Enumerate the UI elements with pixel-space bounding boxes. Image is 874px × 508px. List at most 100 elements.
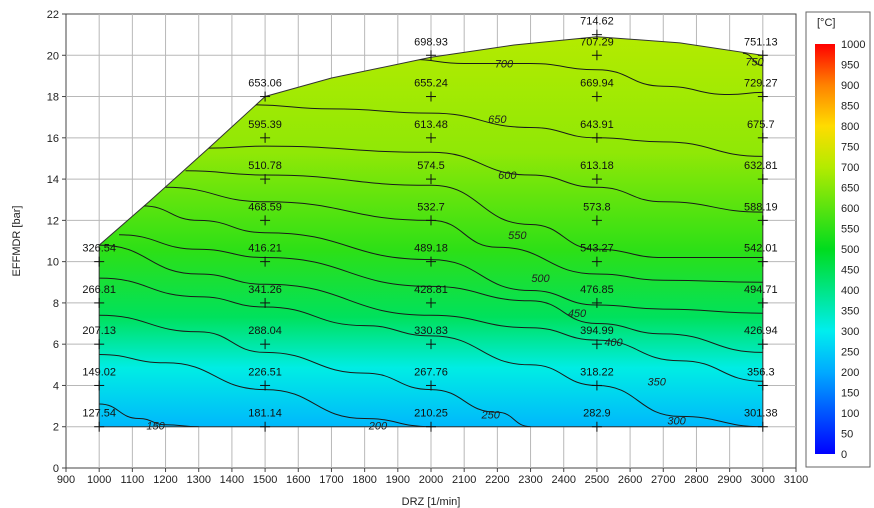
data-point: 573.8 bbox=[583, 201, 611, 226]
point-value-label: 613.48 bbox=[414, 119, 448, 131]
x-tick-label: 2400 bbox=[551, 474, 575, 486]
x-tick-label: 2000 bbox=[419, 474, 443, 486]
point-value-label: 428.81 bbox=[414, 284, 448, 296]
x-tick-label: 1000 bbox=[87, 474, 111, 486]
data-point: 595.39 bbox=[248, 119, 282, 143]
data-point: 428.81 bbox=[414, 284, 448, 308]
point-value-label: 210.25 bbox=[414, 408, 448, 420]
data-point: 341.26 bbox=[248, 284, 282, 308]
point-value-label: 655.24 bbox=[414, 78, 448, 90]
x-tick-label: 2100 bbox=[452, 474, 476, 486]
contour-label-500: 500 bbox=[531, 273, 550, 285]
point-value-label: 574.5 bbox=[417, 160, 445, 172]
point-value-label: 613.18 bbox=[580, 160, 614, 172]
colorbar-tick-label: 600 bbox=[841, 203, 859, 215]
x-tick-label: 2800 bbox=[684, 474, 708, 486]
point-value-label: 698.93 bbox=[414, 36, 448, 48]
data-point: 267.76 bbox=[414, 366, 448, 391]
y-tick-label: 22 bbox=[47, 9, 59, 21]
data-point: 510.78 bbox=[248, 160, 282, 185]
data-point: 226.51 bbox=[248, 366, 282, 391]
point-value-label: 675.7 bbox=[747, 119, 775, 131]
point-value-label: 543.27 bbox=[580, 243, 614, 255]
x-axis-label: DRZ [1/min] bbox=[402, 496, 461, 508]
data-point: 669.94 bbox=[580, 78, 614, 102]
colorbar-tick-label: 950 bbox=[841, 60, 859, 72]
data-point: 613.48 bbox=[414, 119, 448, 143]
data-point: 330.83 bbox=[414, 325, 448, 350]
data-point: 468.59 bbox=[248, 201, 282, 226]
point-value-label: 510.78 bbox=[248, 160, 282, 172]
x-tick-label: 1800 bbox=[352, 474, 376, 486]
colorbar-gradient bbox=[815, 44, 835, 454]
point-value-label: 318.22 bbox=[580, 366, 614, 378]
contour-label-700: 700 bbox=[495, 59, 514, 71]
y-tick-label: 12 bbox=[47, 215, 59, 227]
contour-line-650 bbox=[251, 104, 763, 157]
contour-lines bbox=[99, 52, 763, 427]
contour-line-500 bbox=[165, 186, 763, 283]
data-point: 653.06 bbox=[248, 78, 282, 102]
colorbar-tick-label: 1000 bbox=[841, 39, 865, 51]
point-value-label: 288.04 bbox=[248, 325, 282, 337]
colorbar-tick-label: 50 bbox=[841, 429, 853, 441]
data-point: 318.22 bbox=[580, 366, 614, 391]
point-value-label: 714.62 bbox=[580, 16, 614, 28]
x-tick-label: 2900 bbox=[717, 474, 741, 486]
data-point: 127.54 bbox=[82, 408, 116, 432]
x-tick-label: 900 bbox=[57, 474, 75, 486]
data-point: 394.99 bbox=[580, 325, 614, 350]
point-value-label: 669.94 bbox=[580, 78, 614, 90]
point-value-label: 394.99 bbox=[580, 325, 614, 337]
x-tick-label: 1700 bbox=[319, 474, 343, 486]
point-value-label: 226.51 bbox=[248, 366, 282, 378]
colorbar-tick-label: 700 bbox=[841, 162, 859, 174]
data-point: 543.27 bbox=[580, 243, 614, 267]
point-value-label: 573.8 bbox=[583, 201, 611, 213]
data-point: 426.94 bbox=[744, 325, 778, 350]
axes: 900 1000 1100 1200 1300 1400 1500 1600 1700 1800 1… bbox=[47, 9, 808, 486]
contour-label-600: 600 bbox=[498, 170, 517, 182]
y-tick-label: 4 bbox=[53, 380, 59, 392]
y-tick-label: 14 bbox=[47, 174, 59, 186]
x-tick-label: 1600 bbox=[286, 474, 310, 486]
x-tick-label: 2700 bbox=[651, 474, 675, 486]
colorbar-tick-label: 550 bbox=[841, 224, 859, 236]
point-value-label: 426.94 bbox=[744, 325, 778, 337]
data-point: 301.38 bbox=[744, 408, 778, 432]
x-tick-label: 2200 bbox=[485, 474, 509, 486]
data-point: 494.71 bbox=[744, 284, 778, 308]
colorbar-tick-label: 350 bbox=[841, 306, 859, 318]
data-point: 588.19 bbox=[744, 201, 778, 226]
point-value-label: 494.71 bbox=[744, 284, 778, 296]
colorbar-tick-label: 800 bbox=[841, 121, 859, 133]
y-tick-label: 2 bbox=[53, 422, 59, 434]
x-tick-label: 1500 bbox=[253, 474, 277, 486]
x-tick-label: 1200 bbox=[153, 474, 177, 486]
data-point: 416.21 bbox=[248, 243, 282, 267]
point-value-label: 326.54 bbox=[82, 243, 116, 255]
colorbar: [°C] 10009509008508007507006506005505004… bbox=[805, 11, 871, 468]
colorbar-tick-label: 300 bbox=[841, 326, 859, 338]
colorbar-unit: [°C] bbox=[817, 17, 835, 29]
contour-line-250 bbox=[99, 314, 531, 427]
data-point: 282.9 bbox=[583, 408, 611, 432]
y-axis-label: EFFMDR [bar] bbox=[11, 206, 23, 277]
data-point: 751.13 bbox=[744, 36, 778, 61]
y-tick-label: 6 bbox=[53, 339, 59, 351]
y-tick-label: 16 bbox=[47, 133, 59, 145]
colorbar-tick-label: 250 bbox=[841, 347, 859, 359]
contour-line-450 bbox=[142, 205, 763, 314]
colorbar-tick-label: 450 bbox=[841, 265, 859, 277]
contour-labels: 150 200 250 300 350 400 450 500 550 600 650 700 750 bbox=[146, 56, 764, 432]
colorbar-tick-label: 100 bbox=[841, 408, 859, 420]
point-value-label: 416.21 bbox=[248, 243, 282, 255]
point-value-label: 729.27 bbox=[744, 78, 778, 90]
contour-line-750 bbox=[742, 52, 763, 67]
colorbar-tick-label: 150 bbox=[841, 388, 859, 400]
contour-line-150 bbox=[99, 403, 199, 427]
point-value-label: 476.85 bbox=[580, 284, 614, 296]
point-value-label: 149.02 bbox=[82, 366, 116, 378]
x-tick-label: 2300 bbox=[518, 474, 542, 486]
contour-label-200: 200 bbox=[368, 421, 388, 433]
